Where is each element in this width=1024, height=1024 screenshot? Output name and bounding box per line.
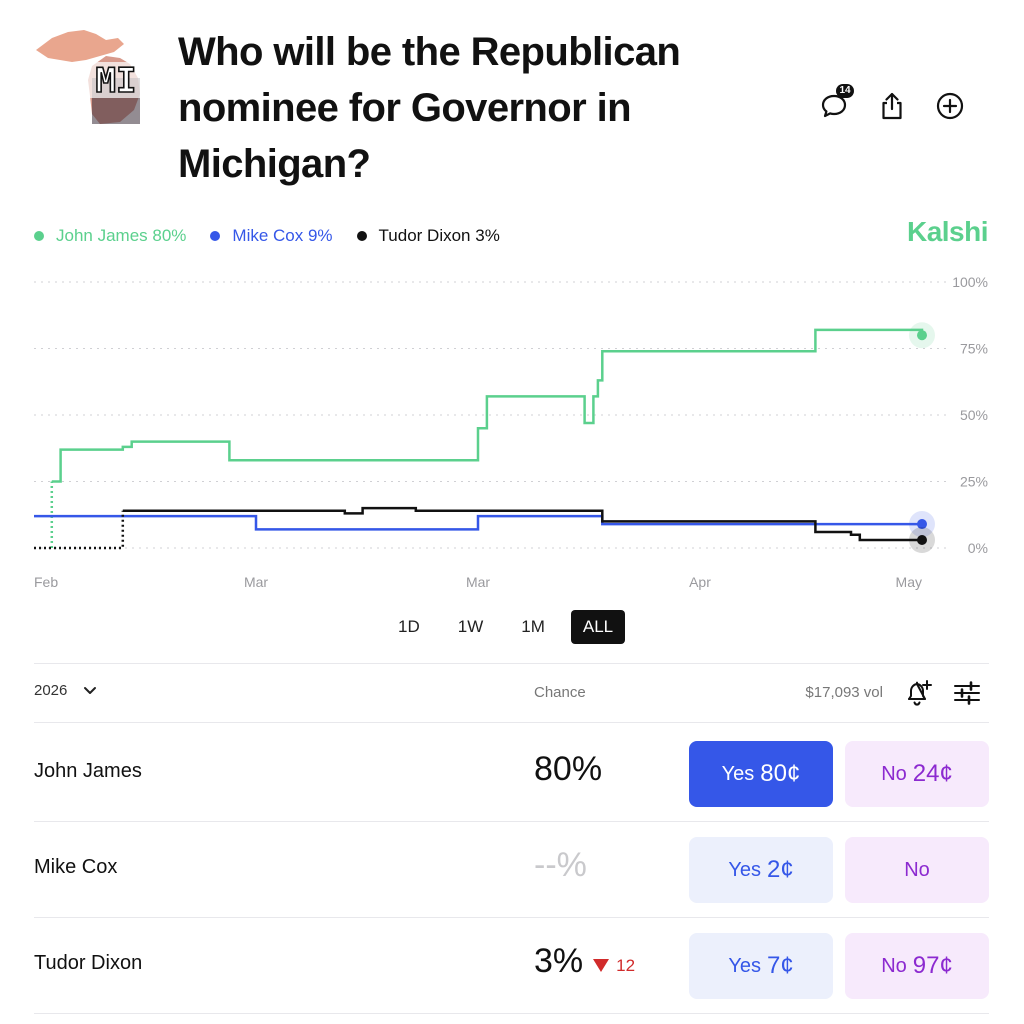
buy-yes-button[interactable]: Yes 7¢ [689, 933, 833, 999]
year-dropdown-value: 2026 [34, 682, 68, 699]
yes-label: Yes [728, 858, 761, 881]
yes-price: 7¢ [766, 952, 794, 979]
filter-settings-button[interactable] [950, 676, 984, 710]
legend-dot [34, 231, 44, 241]
sliders-icon [954, 681, 980, 705]
buy-yes-button[interactable]: Yes 2¢ [689, 837, 833, 903]
y-tick-label: 100% [952, 274, 988, 290]
no-price: 24¢ [912, 760, 953, 787]
legend-item-john-james: John James 80% [34, 226, 186, 246]
y-axis-ticks: 100% 75% 50% 25% 0% [952, 274, 988, 556]
add-circle-icon [936, 92, 964, 120]
range-tab-all[interactable]: ALL [570, 610, 626, 644]
end-marker-john-james [917, 330, 927, 341]
divider [34, 663, 989, 664]
end-marker-tudor-dixon [917, 535, 927, 546]
x-tick-label: Mar [244, 574, 268, 590]
no-price: 97¢ [912, 952, 953, 979]
yes-label: Yes [721, 762, 755, 785]
chance-column-header: Chance [534, 684, 586, 701]
outcome-chance: 3% 12 [534, 942, 635, 981]
chevron-down-icon [84, 686, 97, 694]
share-icon [882, 92, 902, 120]
series-line-mike-cox [34, 514, 922, 531]
outcome-chance-value: 80% [534, 750, 603, 788]
chart-grid [34, 281, 950, 549]
legend-dot [210, 231, 221, 241]
year-dropdown[interactable]: 2026 [34, 682, 97, 699]
range-tab-1w[interactable]: 1W [457, 617, 484, 636]
legend-label: Tudor Dixon 3% [378, 226, 500, 245]
outcome-chance-value: 3% [534, 942, 584, 980]
price-history-chart: 100% 75% 50% 25% 0% Feb Mar Mar Apr May [34, 274, 988, 590]
buy-yes-button[interactable]: Yes 80¢ [689, 741, 833, 807]
yes-label: Yes [728, 954, 761, 977]
y-tick-label: 0% [968, 540, 988, 556]
y-tick-label: 50% [960, 407, 988, 423]
x-axis-ticks: Feb Mar Mar Apr May [34, 574, 922, 590]
outcome-row-mike-cox: Mike Cox --% Yes 2¢ No [34, 820, 989, 916]
divider [34, 722, 989, 723]
header-actions: 14 [812, 84, 972, 128]
price-alert-button[interactable] [901, 676, 935, 710]
x-tick-label: Apr [689, 574, 711, 590]
legend-item-tudor-dixon: Tudor Dixon 3% [356, 226, 500, 246]
chance-change: 12 [593, 956, 635, 976]
volume-label: $17,093 vol [805, 684, 883, 701]
chance-change-value: 12 [616, 955, 636, 975]
x-tick-label: Feb [34, 574, 58, 590]
market-title: Who will be the Republican nominee for G… [178, 30, 681, 186]
y-tick-label: 25% [960, 474, 988, 490]
outcome-name: Mike Cox [34, 856, 118, 878]
chart-end-markers [909, 322, 935, 554]
share-button[interactable] [870, 84, 914, 128]
comment-bubble-icon [821, 94, 847, 118]
yes-price: 2¢ [766, 856, 794, 883]
chart-legend: John James 80% Mike Cox 9% Tudor Dixon 3… [34, 224, 524, 248]
outcome-chance: 80% [534, 750, 602, 789]
yes-price: 80¢ [760, 760, 801, 787]
end-marker-mike-cox [917, 519, 927, 530]
range-tab-1d[interactable]: 1D [398, 617, 420, 636]
outcome-name: John James [34, 760, 142, 782]
no-label: No [904, 858, 930, 881]
divider [34, 917, 989, 918]
outcomes-table-header: 2026 Chance $17,093 vol [34, 664, 989, 722]
comment-count-badge: 14 [836, 84, 854, 98]
buy-no-button[interactable]: No 24¢ [845, 741, 989, 807]
outcome-chance-value: --% [534, 846, 587, 884]
legend-dot [356, 231, 367, 241]
down-triangle-icon [593, 959, 610, 972]
legend-item-mike-cox: Mike Cox 9% [210, 226, 333, 246]
market-image-label: MI [96, 61, 137, 101]
michigan-market-image: MI [36, 30, 148, 124]
outcome-chance: --% [534, 846, 587, 885]
kalshi-logo[interactable]: Kalshi [906, 216, 989, 247]
legend-label: Mike Cox 9% [232, 226, 333, 245]
legend-label: John James 80% [56, 226, 187, 245]
series-line-tudor-dixon [122, 506, 922, 542]
divider [34, 821, 989, 822]
x-tick-label: May [896, 574, 922, 590]
outcome-row-tudor-dixon: Tudor Dixon 3% 12 Yes 7¢ No 97¢ [34, 916, 989, 1012]
market-header: MI Who will be the Republican nominee fo… [0, 0, 1024, 200]
bell-plus-icon [908, 680, 932, 706]
x-tick-label: Mar [466, 574, 490, 590]
add-to-watchlist-button[interactable] [928, 84, 972, 128]
buy-no-button[interactable]: No [845, 837, 989, 903]
no-label: No [881, 954, 907, 977]
chart-series [34, 328, 924, 550]
series-line-john-james [51, 328, 924, 483]
no-label: No [881, 762, 907, 785]
outcome-row-john-james: John James 80% Yes 80¢ No 24¢ [34, 724, 989, 820]
y-tick-label: 75% [960, 341, 988, 357]
outcome-name: Tudor Dixon [34, 952, 143, 974]
buy-no-button[interactable]: No 97¢ [845, 933, 989, 999]
comments-button[interactable]: 14 [812, 84, 856, 128]
divider [34, 1013, 989, 1014]
range-tab-1m[interactable]: 1M [521, 617, 545, 636]
time-range-tabs: 1D 1W 1M ALL [386, 610, 626, 644]
